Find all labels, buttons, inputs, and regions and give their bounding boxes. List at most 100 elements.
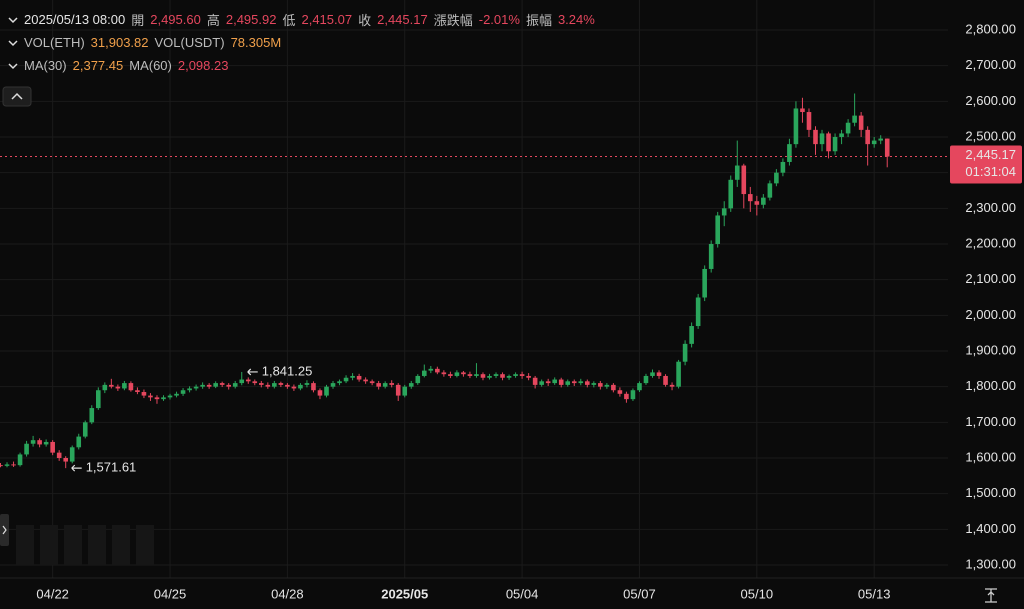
field-label: 低	[282, 13, 296, 28]
candle-body	[585, 381, 590, 385]
ohlc-row[interactable]: 2025/05/13 08:00 開 2,495.60 高 2,495.92 低 2,415…	[8, 8, 595, 31]
candle-body	[552, 379, 557, 384]
ma-value: 2,377.45	[72, 58, 124, 73]
candle-body	[30, 440, 36, 444]
candle-body	[493, 374, 499, 376]
candle-body	[630, 390, 636, 400]
field-label: 開	[131, 13, 145, 28]
candle-body	[343, 377, 349, 382]
candle-body	[754, 201, 760, 205]
candle-body	[702, 268, 707, 298]
candle-body	[226, 384, 231, 387]
candle-body	[265, 384, 271, 387]
watermark-block	[136, 525, 154, 565]
collapse-button[interactable]	[2, 86, 32, 107]
watermark-block	[64, 525, 82, 565]
candle-body	[324, 386, 329, 396]
candle-body	[598, 383, 603, 387]
candle-body	[4, 464, 10, 466]
field-value: 2,495.92	[225, 12, 277, 27]
side-toggle[interactable]	[0, 514, 9, 546]
candle-body	[858, 115, 864, 130]
candle-body	[389, 383, 394, 385]
candle-body	[363, 379, 368, 382]
field-value: 2,495.60	[150, 12, 201, 27]
candle-body	[272, 383, 277, 387]
candle-body	[695, 297, 701, 327]
ma-label: MA(30)	[24, 58, 67, 73]
y-tick-label: 2,500.00	[965, 128, 1016, 143]
field-value: 2,415.07	[301, 12, 353, 27]
candle-body	[532, 377, 538, 385]
candle-body	[415, 375, 421, 384]
annotation-label: 1,571.61	[86, 460, 137, 475]
candle-body	[382, 383, 388, 387]
candle-body	[467, 374, 473, 376]
price-tag	[950, 145, 1022, 184]
candle-body	[513, 374, 518, 376]
candle-body	[448, 374, 453, 376]
candle-body	[259, 383, 264, 385]
candle-body	[278, 383, 284, 385]
candle-body	[219, 383, 225, 385]
candle-body	[408, 383, 414, 387]
y-tick-label: 2,700.00	[965, 57, 1016, 72]
watermark-block	[112, 525, 130, 565]
y-tick-label: 1,900.00	[965, 342, 1016, 357]
candle-body	[109, 384, 114, 387]
candle-body	[487, 375, 492, 378]
candle-body	[884, 138, 890, 157]
candle-body	[845, 122, 851, 134]
candle-body	[56, 452, 62, 458]
candle-body	[0, 465, 3, 467]
collapse-icon[interactable]	[8, 61, 18, 71]
price-tag-label: 2,445.17	[965, 147, 1016, 162]
candle-body	[76, 436, 82, 448]
fit-icon[interactable]	[985, 588, 997, 603]
candle-body	[441, 372, 447, 375]
y-tick-label: 1,300.00	[965, 556, 1016, 571]
candle-body	[813, 129, 818, 145]
candle-body	[154, 397, 160, 400]
candle-body	[11, 464, 16, 466]
volume-label: VOL(USDT)	[154, 35, 225, 50]
ma-value: 2,098.23	[177, 58, 229, 73]
candle-body	[852, 115, 857, 123]
y-tick-label: 1,700.00	[965, 414, 1016, 429]
candle-body	[422, 370, 427, 376]
candle-body	[167, 395, 173, 398]
candle-body	[734, 165, 740, 180]
volume-value: 78.305M	[230, 35, 282, 50]
candle-body	[298, 384, 303, 389]
candle-body	[650, 372, 655, 376]
volume-label: VOL(ETH)	[24, 35, 85, 50]
candle-body	[708, 244, 714, 269]
candle-body	[519, 374, 525, 376]
candle-body	[819, 133, 825, 145]
candle-body	[304, 383, 310, 385]
candle-body	[539, 381, 544, 385]
volume-value: 31,903.82	[90, 35, 149, 50]
candle-body	[728, 179, 734, 209]
countdown: 01:31:04	[965, 164, 1016, 179]
collapse-icon[interactable]	[8, 38, 18, 48]
candle-body	[865, 129, 870, 145]
watermark	[16, 525, 154, 565]
candle-body	[206, 384, 212, 387]
ma-row[interactable]: MA(30) 2,377.45 MA(60) 2,098.23	[8, 54, 595, 77]
volume-row[interactable]: VOL(ETH) 31,903.82 VOL(USDT) 78.305M	[8, 31, 595, 54]
candle-body	[611, 384, 616, 391]
candle-body	[337, 381, 342, 384]
candle-body	[558, 379, 564, 385]
candle-body	[526, 375, 531, 378]
candle-body	[461, 372, 466, 375]
y-tick-label: 1,500.00	[965, 485, 1016, 500]
candle-body	[669, 384, 675, 387]
collapse-icon[interactable]	[8, 15, 18, 25]
candle-body	[767, 183, 773, 198]
candle-body	[500, 374, 505, 378]
y-tick-label: 2,800.00	[965, 21, 1016, 36]
y-tick-label: 1,400.00	[965, 521, 1016, 536]
